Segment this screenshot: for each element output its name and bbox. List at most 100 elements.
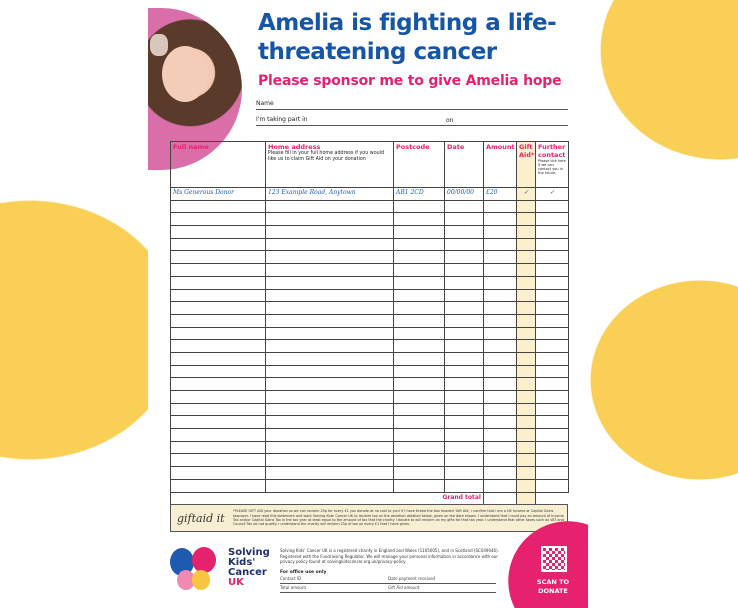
- table-cell[interactable]: [265, 377, 394, 391]
- table-cell[interactable]: [516, 440, 536, 455]
- table-cell[interactable]: [393, 351, 445, 366]
- table-cell[interactable]: [535, 415, 569, 430]
- table-cell[interactable]: [393, 440, 445, 455]
- table-cell[interactable]: [483, 351, 517, 366]
- table-cell[interactable]: [516, 288, 536, 303]
- table-cell[interactable]: [393, 390, 445, 404]
- table-cell[interactable]: [393, 225, 445, 239]
- table-cell[interactable]: [170, 301, 266, 315]
- table-cell[interactable]: [265, 199, 394, 214]
- table-cell[interactable]: [516, 275, 536, 290]
- table-cell[interactable]: [393, 250, 445, 265]
- table-cell[interactable]: [483, 326, 517, 341]
- table-cell[interactable]: [535, 326, 569, 341]
- table-cell[interactable]: [393, 263, 445, 277]
- table-cell[interactable]: [444, 199, 484, 214]
- table-cell[interactable]: [265, 250, 394, 265]
- table-cell[interactable]: [393, 199, 445, 214]
- table-cell[interactable]: [516, 250, 536, 265]
- table-cell[interactable]: [483, 263, 517, 277]
- table-cell[interactable]: [265, 428, 394, 442]
- table-cell[interactable]: [483, 402, 517, 417]
- table-cell[interactable]: [483, 301, 517, 315]
- table-cell[interactable]: [516, 478, 536, 493]
- table-cell[interactable]: [444, 466, 484, 480]
- table-cell[interactable]: [170, 453, 266, 468]
- table-cell[interactable]: [265, 390, 394, 404]
- table-cell[interactable]: [535, 428, 569, 442]
- table-cell[interactable]: [444, 478, 484, 493]
- table-cell[interactable]: [170, 263, 266, 277]
- table-cell[interactable]: [265, 313, 394, 328]
- table-cell[interactable]: [265, 275, 394, 290]
- qr-code-icon[interactable]: [541, 546, 567, 572]
- table-cell[interactable]: [265, 440, 394, 455]
- table-cell[interactable]: [265, 212, 394, 227]
- table-cell[interactable]: [170, 326, 266, 341]
- table-cell[interactable]: [483, 212, 517, 227]
- table-cell[interactable]: [535, 250, 569, 265]
- table-cell[interactable]: [535, 199, 569, 214]
- table-cell[interactable]: [444, 225, 484, 239]
- table-cell[interactable]: [483, 377, 517, 391]
- table-cell[interactable]: [444, 313, 484, 328]
- table-cell[interactable]: [535, 402, 569, 417]
- table-cell[interactable]: [170, 466, 266, 480]
- table-cell[interactable]: [535, 453, 569, 468]
- table-cell[interactable]: [516, 225, 536, 239]
- table-cell[interactable]: [516, 212, 536, 227]
- table-cell[interactable]: [535, 275, 569, 290]
- table-cell[interactable]: [393, 402, 445, 417]
- table-cell[interactable]: [483, 453, 517, 468]
- table-cell[interactable]: [444, 326, 484, 341]
- table-cell[interactable]: [265, 326, 394, 341]
- table-cell[interactable]: [444, 415, 484, 430]
- table-cell[interactable]: [170, 377, 266, 391]
- table-cell[interactable]: [393, 288, 445, 303]
- table-cell[interactable]: [483, 428, 517, 442]
- table-cell[interactable]: [444, 453, 484, 468]
- table-cell[interactable]: [516, 326, 536, 341]
- table-cell[interactable]: [483, 390, 517, 404]
- table-cell[interactable]: [483, 225, 517, 239]
- table-cell[interactable]: [516, 199, 536, 214]
- table-cell[interactable]: [516, 237, 536, 252]
- table-cell[interactable]: [170, 199, 266, 214]
- table-cell[interactable]: [170, 313, 266, 328]
- table-cell[interactable]: [170, 478, 266, 493]
- table-cell[interactable]: [393, 478, 445, 493]
- table-cell[interactable]: [393, 339, 445, 353]
- table-cell[interactable]: [535, 351, 569, 366]
- grand-total-amount[interactable]: [483, 491, 517, 506]
- table-cell[interactable]: [265, 339, 394, 353]
- table-cell[interactable]: [170, 250, 266, 265]
- table-cell[interactable]: [516, 453, 536, 468]
- table-cell[interactable]: [265, 402, 394, 417]
- table-cell[interactable]: [516, 428, 536, 442]
- table-cell[interactable]: [444, 440, 484, 455]
- table-cell[interactable]: [170, 415, 266, 430]
- table-cell[interactable]: [516, 301, 536, 315]
- table-cell[interactable]: [483, 250, 517, 265]
- table-cell[interactable]: [483, 339, 517, 353]
- table-cell[interactable]: [516, 390, 536, 404]
- table-cell[interactable]: [444, 351, 484, 366]
- table-cell[interactable]: [170, 390, 266, 404]
- table-cell[interactable]: [535, 225, 569, 239]
- table-cell[interactable]: [170, 351, 266, 366]
- table-cell[interactable]: [265, 263, 394, 277]
- table-cell[interactable]: [393, 326, 445, 341]
- table-cell[interactable]: [535, 390, 569, 404]
- table-cell[interactable]: [483, 415, 517, 430]
- table-cell[interactable]: [444, 390, 484, 404]
- table-cell[interactable]: [170, 428, 266, 442]
- table-cell[interactable]: [265, 453, 394, 468]
- table-cell[interactable]: [516, 263, 536, 277]
- table-cell[interactable]: [444, 301, 484, 315]
- table-cell[interactable]: [483, 364, 517, 379]
- event-field[interactable]: I'm taking part in on: [256, 116, 568, 126]
- table-cell[interactable]: [444, 364, 484, 379]
- table-cell[interactable]: [444, 275, 484, 290]
- table-cell[interactable]: [535, 263, 569, 277]
- table-cell[interactable]: [516, 466, 536, 480]
